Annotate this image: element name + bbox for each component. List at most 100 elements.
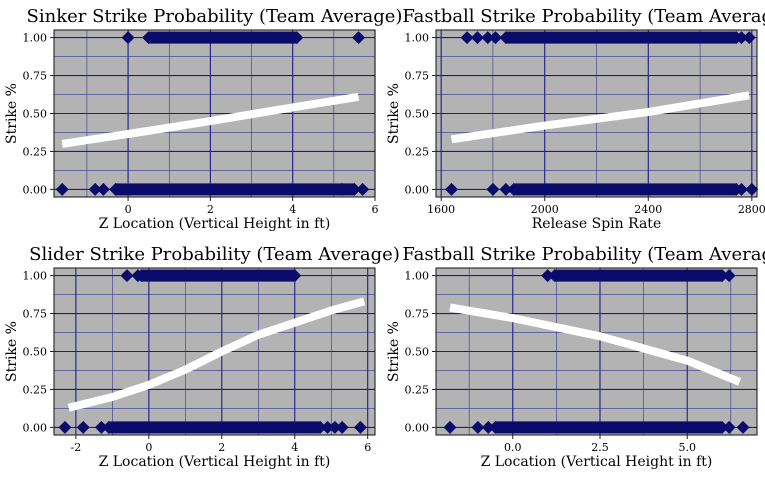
point-series (55, 182, 370, 196)
data-point (486, 182, 500, 196)
y-tick-label: 0.25 (405, 145, 430, 158)
data-point (734, 182, 748, 196)
data-point (131, 269, 145, 283)
x-axis-title: Z Location (Vertical Height in ft) (481, 454, 713, 470)
data-point (58, 420, 72, 434)
y-tick-label: 0.00 (405, 183, 430, 196)
data-point (321, 420, 335, 434)
data-point (356, 182, 370, 196)
dense-point-band (148, 31, 297, 44)
data-point (734, 31, 748, 45)
data-point (96, 182, 110, 196)
x-tick-label: 0 (145, 441, 152, 454)
data-point (722, 269, 736, 283)
data-point (481, 31, 495, 45)
y-tick-label: 0.50 (405, 108, 430, 121)
data-point (742, 31, 756, 45)
x-tick-label: 4 (289, 203, 296, 216)
y-tick-label: 0.50 (405, 346, 430, 359)
x-tick-label: -2 (71, 441, 82, 454)
x-axis-title: Release Spin Rate (532, 216, 661, 232)
dense-point-band (495, 421, 723, 434)
y-axis-title: Strike % (386, 83, 402, 144)
panel-title: Fastball Strike Probability (Team Averag… (402, 6, 765, 27)
x-tick-label: 2000 (531, 203, 559, 216)
x-axis-title: Z Location (Vertical Height in ft) (99, 454, 331, 470)
y-tick-label: 0.00 (23, 421, 48, 434)
x-axis-title: Z Location (Vertical Height in ft) (99, 216, 331, 232)
data-point (715, 269, 729, 283)
x-tick-label: 2400 (634, 203, 662, 216)
data-point (313, 420, 327, 434)
y-tick-label: 0.25 (405, 383, 430, 396)
x-tick-label: 2 (218, 441, 225, 454)
point-series (541, 269, 736, 283)
y-tick-label: 0.00 (23, 183, 48, 196)
logistic-fit-line (67, 297, 366, 412)
data-point (548, 269, 562, 283)
grid-lines (54, 30, 376, 197)
data-point (722, 420, 736, 434)
x-tick-label: 0 (125, 203, 132, 216)
data-point (460, 31, 474, 45)
x-tick-label: 0.0 (504, 441, 522, 454)
logistic-fit-line (450, 91, 750, 144)
logistic-fit-line (449, 303, 742, 386)
data-point (745, 182, 759, 196)
x-tick-label: 4 (291, 441, 298, 454)
data-point (142, 31, 156, 45)
y-tick-label: 1.00 (405, 270, 430, 283)
data-point (499, 182, 513, 196)
data-point (507, 182, 521, 196)
data-point (288, 269, 302, 283)
chart-panel-1: 0.00 0.25 0.50 0.75 1.00 0 2 4 6 Sinker Strike Pr… (4, 6, 402, 232)
x-tick-label: 2.5 (591, 441, 609, 454)
x-tick-label: 1600 (427, 203, 455, 216)
data-point (290, 31, 304, 45)
data-point (55, 182, 69, 196)
data-point (715, 420, 729, 434)
data-point (470, 31, 484, 45)
y-axis-title: Strike % (4, 83, 20, 144)
chart-panel-3: 0.00 0.25 0.50 0.75 1.00 -2 0 2 4 6 Slider Strike … (4, 244, 400, 470)
data-point (347, 182, 361, 196)
dense-point-band (554, 269, 723, 282)
y-axis-title: Strike % (4, 321, 20, 382)
data-point (120, 269, 134, 283)
data-point (445, 182, 459, 196)
data-point (88, 182, 102, 196)
panel-title: Slider Strike Probability (Team Average) (29, 244, 400, 265)
data-point (471, 420, 485, 434)
x-tick-label: 5.0 (678, 441, 696, 454)
data-point (353, 420, 367, 434)
y-tick-label: 0.75 (405, 70, 430, 83)
y-tick-label: 0.00 (405, 421, 430, 434)
chart-panel-2: 0.00 0.25 0.50 0.75 1.00 1600 2000 2400 2800 Fast… (386, 6, 765, 232)
y-tick-label: 0.25 (23, 145, 48, 158)
panel-title: Sinker Strike Probability (Team Average) (27, 6, 403, 27)
data-point (335, 182, 349, 196)
panel-title: Fastball Strike Probability (Team Averag… (402, 244, 765, 265)
data-point (76, 420, 90, 434)
x-tick-label: 6 (364, 441, 371, 454)
data-point (489, 31, 503, 45)
data-point (94, 420, 108, 434)
data-point (102, 420, 116, 434)
data-point (443, 420, 457, 434)
y-tick-label: 0.75 (23, 70, 48, 83)
y-tick-label: 0.25 (23, 383, 48, 396)
y-tick-label: 0.75 (23, 308, 48, 321)
point-series (443, 420, 750, 434)
data-point (335, 420, 349, 434)
data-point (352, 31, 366, 45)
data-point (499, 31, 513, 45)
y-tick-label: 1.00 (23, 270, 48, 283)
point-series (460, 31, 756, 45)
data-point (481, 420, 495, 434)
x-tick-label: 2800 (738, 203, 765, 216)
dense-point-band (505, 31, 737, 44)
point-series (120, 269, 302, 283)
data-point (121, 31, 135, 45)
data-point (109, 182, 123, 196)
